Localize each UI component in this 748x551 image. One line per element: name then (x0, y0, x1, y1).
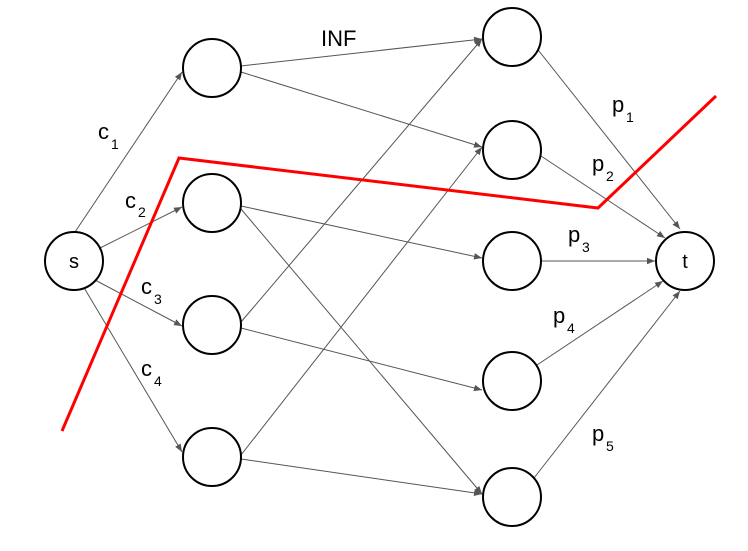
edge-s-a4 (82, 285, 183, 453)
p1-subscript: 1 (626, 109, 634, 125)
node-t-label: t (682, 251, 688, 273)
edge-a3-b4 (240, 327, 483, 392)
p3-subscript: 3 (582, 239, 590, 255)
c1-subscript: 1 (111, 136, 119, 152)
edge-s-a3 (94, 279, 183, 327)
node-b4 (482, 351, 542, 411)
c4-subscript: 4 (154, 373, 162, 389)
min-cut-line (60, 94, 718, 432)
edge-a1-b1 (240, 36, 483, 67)
c2-subscript: 2 (138, 204, 146, 220)
edge-s-a2 (95, 206, 183, 251)
node-t (655, 231, 715, 291)
c4-label: c (141, 356, 152, 381)
edge-s-a1 (74, 71, 183, 233)
node-b3 (482, 231, 542, 291)
node-b2 (482, 120, 542, 180)
edge-b1-t (534, 45, 681, 230)
node-a2 (182, 173, 242, 233)
edge-b2-t (537, 153, 666, 239)
edge-b5-t (533, 290, 681, 479)
c3-label: c (141, 274, 152, 299)
node-s (44, 231, 104, 291)
c2-label: c (125, 188, 136, 213)
edge-a1-b2 (240, 71, 483, 148)
node-b1 (482, 7, 542, 67)
p2-subscript: 2 (606, 168, 614, 184)
edge-a2-b3 (240, 205, 483, 260)
c3-subscript: 3 (154, 291, 162, 307)
node-s-label: s (69, 251, 79, 273)
edge-b4-t (536, 280, 664, 366)
edge-a4-b2 (240, 146, 483, 456)
p4-label: p (553, 303, 565, 328)
node-a1 (182, 38, 242, 98)
node-b5 (482, 467, 542, 527)
node-a4 (182, 427, 242, 487)
edge-a4-b5 (240, 458, 483, 497)
p1-label: p (612, 92, 624, 117)
c1-label: c (98, 119, 109, 144)
p2-label: p (592, 151, 604, 176)
p5-label: p (592, 421, 604, 446)
edge-a2-b5 (240, 208, 483, 495)
inf-label: INF (321, 26, 356, 51)
node-a3 (182, 295, 242, 355)
p3-label: p (568, 222, 580, 247)
p5-subscript: 5 (606, 438, 614, 454)
p4-subscript: 4 (567, 320, 575, 336)
